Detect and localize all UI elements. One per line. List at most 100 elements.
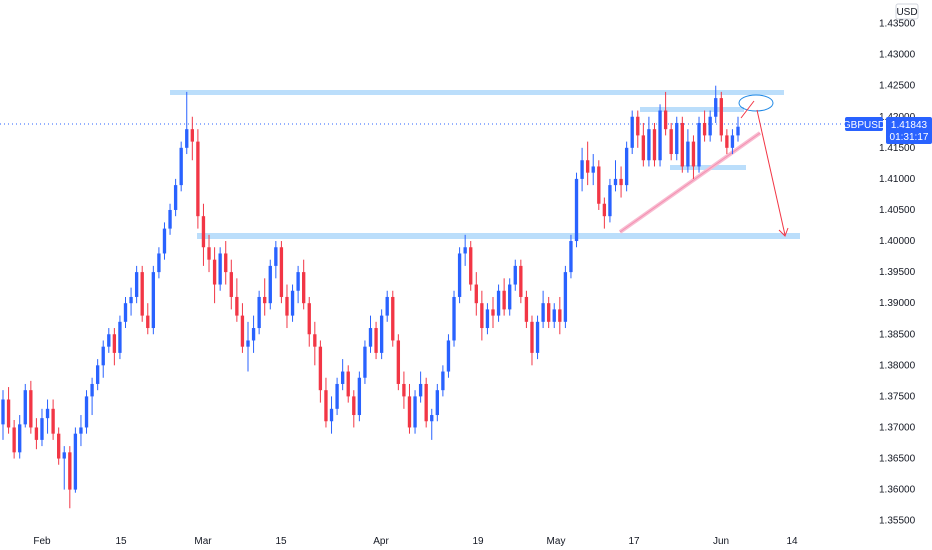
candle-body [675, 122, 679, 155]
candle-body [79, 427, 83, 434]
candle [697, 116, 701, 173]
candle [496, 284, 501, 322]
candle-body [508, 284, 512, 310]
candle-body [496, 290, 501, 316]
candle [418, 371, 423, 403]
candle [469, 241, 473, 291]
candle-body [279, 247, 284, 297]
candle-body [168, 209, 172, 229]
ascending-trendline[interactable] [618, 131, 762, 234]
candle [40, 408, 44, 447]
candle [257, 290, 261, 335]
candle [463, 234, 467, 266]
support-zone[interactable] [197, 233, 800, 239]
candle [29, 380, 33, 434]
price-tick-label: 1.36500 [879, 454, 916, 465]
candle [630, 110, 634, 155]
candle-body [62, 452, 66, 459]
candle [413, 390, 417, 434]
candle [513, 259, 517, 291]
candle-body [123, 303, 128, 322]
time-tick-label: Apr [373, 536, 389, 547]
candle-body [413, 396, 417, 428]
countdown-label: 01:31:17 [890, 132, 929, 143]
price-tick-label: 1.38500 [879, 329, 916, 340]
price-tick-label: 1.39000 [879, 298, 916, 309]
candle-body [190, 129, 194, 142]
candle-body [29, 390, 33, 428]
candle-body [107, 334, 111, 347]
candle [45, 399, 50, 434]
candle-body [580, 160, 584, 179]
candle [279, 241, 284, 304]
candle-body [34, 427, 39, 440]
candle-body [185, 129, 189, 148]
candle [73, 427, 78, 493]
candle-body [585, 160, 590, 173]
candle [318, 340, 323, 403]
candle [658, 104, 662, 167]
candle-body [335, 383, 339, 409]
time-axis[interactable]: Feb 15 Mar 15 Apr 19 May 17 Jun 14 [0, 530, 845, 550]
candle [563, 265, 568, 329]
candle [190, 116, 194, 161]
candle [246, 321, 250, 372]
candle-body [318, 346, 323, 391]
candle [385, 290, 389, 322]
candle-body [424, 383, 428, 422]
range-top-zone[interactable] [640, 107, 744, 112]
candle [196, 129, 200, 229]
last-price-label: 1.41843 [891, 120, 928, 131]
candle [608, 178, 612, 223]
candle [541, 290, 545, 329]
candle-body [541, 303, 545, 322]
candle [101, 340, 105, 378]
projection[interactable] [738, 94, 789, 237]
candle [352, 390, 356, 428]
price-tick-label: 1.41500 [879, 143, 916, 154]
time-tick-label: Jun [713, 536, 729, 547]
price-axis[interactable]: 1.435001.430001.425001.420001.415001.410… [843, 0, 932, 550]
candle [140, 265, 144, 322]
candle-body [90, 383, 94, 397]
candle-body [346, 371, 350, 397]
candle-body [229, 272, 233, 297]
candle [207, 234, 211, 273]
target-ellipse[interactable] [738, 94, 774, 112]
candle [613, 160, 618, 192]
symbol-tag-label: GBPUSD [843, 120, 885, 131]
candle [329, 396, 334, 434]
candle-body [658, 110, 662, 161]
candle [663, 91, 668, 136]
candle [123, 296, 128, 329]
candle [736, 116, 740, 142]
candle-body [235, 296, 239, 316]
candle-body [179, 147, 183, 186]
price-tick-label: 1.42500 [879, 81, 916, 92]
candle [636, 110, 640, 148]
candle [480, 290, 484, 341]
price-tick-label: 1.41000 [879, 174, 916, 185]
candle-body [418, 383, 423, 397]
resistance-zone[interactable] [170, 90, 784, 95]
candle [680, 116, 684, 173]
candle-body [1, 399, 5, 425]
candle-body [597, 166, 601, 204]
candle [290, 284, 295, 322]
candle [441, 365, 445, 397]
candle [374, 321, 378, 360]
candle-body [374, 328, 378, 353]
candle [224, 241, 228, 285]
candle-body [57, 433, 61, 459]
candle-body [134, 272, 139, 297]
candle [79, 415, 83, 447]
candle-body [146, 315, 150, 329]
candle-body [51, 408, 55, 434]
candle-body [101, 346, 105, 366]
candle [23, 383, 27, 428]
time-tick-label: May [547, 536, 566, 547]
candle-body [340, 371, 345, 384]
last-price-tag [886, 117, 932, 144]
